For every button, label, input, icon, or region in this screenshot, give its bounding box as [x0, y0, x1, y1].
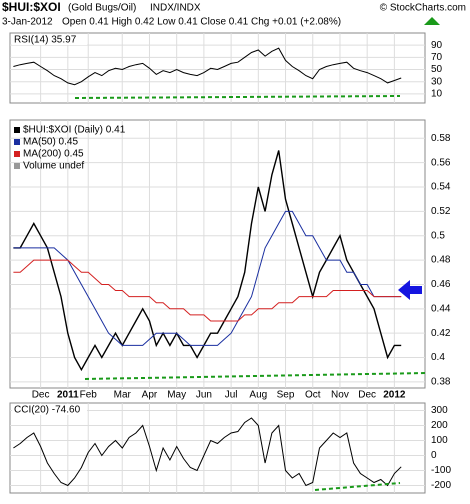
x-tick-label: Mar — [114, 390, 132, 401]
y-tick-label: -200 — [431, 480, 451, 491]
y-tick-label: 0.48 — [431, 255, 451, 266]
series-line — [13, 210, 402, 346]
y-tick-label: 0.42 — [431, 328, 451, 339]
title-bg — [12, 404, 87, 415]
x-tick-label: Jul — [225, 390, 238, 401]
panel-frame — [9, 119, 426, 389]
y-tick-label: 0.44 — [431, 303, 451, 314]
legend-label: MA(50) 0.45 — [23, 137, 78, 148]
x-tick-label: Nov — [331, 390, 349, 401]
series-line — [13, 47, 402, 86]
y-tick-label: 0.52 — [431, 206, 451, 217]
y-tick-label: 0.54 — [431, 182, 451, 193]
y-tick-label: 300 — [431, 405, 448, 416]
legend-swatch — [14, 139, 20, 145]
x-tick-label: Aug — [249, 390, 267, 401]
series-line — [13, 150, 402, 372]
panel-frame — [9, 402, 426, 494]
legend-swatch — [14, 127, 20, 133]
y-tick-label: 0.56 — [431, 157, 451, 168]
series-line — [13, 259, 402, 322]
quote: Open 0.41 High 0.42 Low 0.41 Close 0.41 … — [62, 17, 341, 28]
symbol: $HUI:$XOI — [2, 0, 61, 14]
y-tick-label: 10 — [431, 89, 443, 100]
x-tick-label: 2012 — [383, 390, 406, 401]
credit: © StockCharts.com — [380, 3, 466, 14]
legend-label: MA(200) 0.45 — [23, 149, 84, 160]
legend-label: Volume undef — [23, 161, 84, 172]
y-tick-label: 30 — [431, 76, 443, 87]
price-support — [84, 372, 426, 380]
panel-title: RSI(14) 35.97 — [14, 35, 77, 46]
y-tick-label: 0.46 — [431, 279, 451, 290]
blue-arrow — [398, 280, 422, 300]
x-tick-label: May — [167, 390, 186, 401]
legend-swatch — [14, 151, 20, 157]
y-tick-label: 0.38 — [431, 377, 451, 388]
y-tick-label: 70 — [431, 52, 443, 63]
legend-swatch — [14, 163, 20, 169]
y-tick-label: -100 — [431, 465, 451, 476]
series-line — [13, 417, 402, 487]
x-tick-label: Feb — [80, 390, 98, 401]
y-tick-label: 0.4 — [431, 352, 445, 363]
panel-title: CCI(20) -74.60 — [14, 405, 81, 416]
date: 3-Jan-2012 — [2, 17, 53, 28]
x-tick-label: Dec — [358, 390, 376, 401]
x-tick-label: Jun — [196, 390, 212, 401]
x-tick-label: Sep — [277, 390, 295, 401]
up-arrow — [424, 17, 440, 25]
legend-label: $HUI:$XOI (Daily) 0.41 — [23, 125, 126, 136]
y-tick-label: 90 — [431, 40, 443, 51]
y-tick-label: 200 — [431, 420, 448, 431]
title-bg — [12, 34, 87, 45]
rsi-support — [74, 95, 401, 99]
exchange: INDX/INDX — [150, 3, 201, 14]
index-name: (Gold Bugs/Oil) — [68, 3, 136, 14]
y-tick-label: 0.58 — [431, 133, 451, 144]
x-tick-label: Apr — [142, 390, 158, 401]
x-tick-label: 2011 — [57, 390, 79, 401]
y-tick-label: 50 — [431, 64, 443, 75]
x-tick-label: Dec — [32, 390, 50, 401]
cci-support — [314, 482, 401, 491]
x-tick-label: Oct — [305, 390, 321, 401]
y-tick-label: 0.5 — [431, 230, 445, 241]
y-tick-label: 0 — [431, 450, 437, 461]
y-tick-label: 100 — [431, 435, 448, 446]
